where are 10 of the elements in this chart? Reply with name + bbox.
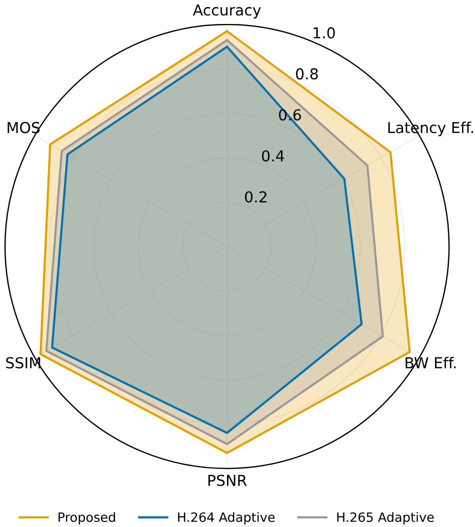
legend-label: H.265 Adaptive (337, 512, 434, 524)
spoke-label: MOS (8, 122, 40, 134)
y-tick-label: 1.0 (314, 27, 335, 38)
legend-label: H.264 Adaptive (178, 512, 275, 524)
y-tick-label: 0.8 (296, 68, 318, 80)
spoke-label: Accuracy (192, 4, 261, 19)
y-tick-label: 0.2 (245, 191, 266, 203)
spoke-label: PSNR (208, 474, 247, 486)
y-tick-label: 0.4 (262, 150, 284, 162)
legend-label: Proposed (58, 512, 115, 524)
